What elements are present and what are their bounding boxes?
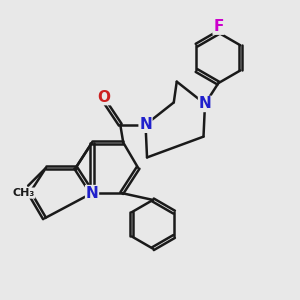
Text: N: N — [199, 96, 212, 111]
Text: CH₃: CH₃ — [13, 188, 35, 198]
Text: N: N — [139, 117, 152, 132]
Text: O: O — [98, 90, 110, 105]
Text: N: N — [86, 186, 98, 201]
Text: F: F — [213, 19, 224, 34]
